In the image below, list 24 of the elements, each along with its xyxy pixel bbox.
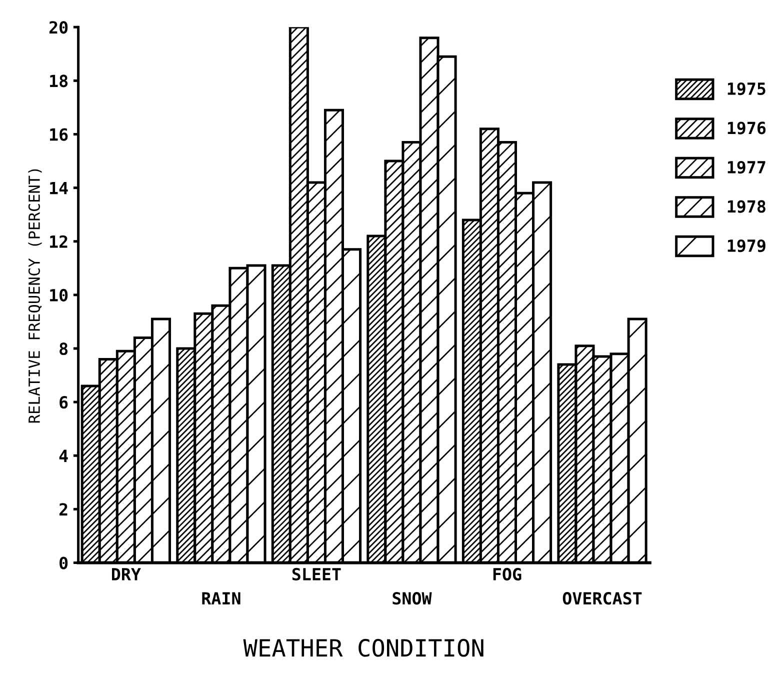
legend-label: 1975 (728, 82, 766, 96)
y-axis-title: RELATIVE FREQUENCY (PERCENT) (28, 169, 42, 423)
legend-label: 1979 (728, 240, 766, 252)
legend-label: 1976 (728, 122, 766, 134)
x-tick-label: FOG (493, 568, 522, 580)
legend-label: 1977 (728, 161, 766, 174)
x-tick-label: DRY (112, 568, 141, 580)
y-tick-label: 16 (50, 128, 68, 141)
x-axis-title: WEATHER CONDITION (243, 638, 484, 657)
y-tick-label: 20 (49, 21, 68, 34)
y-tick-label: 14 (50, 182, 68, 194)
y-tick-label: 10 (50, 288, 68, 302)
y-tick-label: 4 (59, 450, 68, 462)
x-tick-label: RAIN (202, 592, 240, 604)
y-tick-label: 8 (60, 342, 68, 356)
y-tick-label: 0 (60, 556, 68, 570)
legend-label: 1978 (728, 200, 766, 213)
x-tick-label: SLEET (292, 568, 341, 580)
x-tick-label: SNOW (392, 592, 432, 605)
y-tick-label: 2 (59, 503, 68, 516)
y-tick-label: 12 (50, 235, 68, 248)
y-tick-label: 6 (60, 396, 68, 409)
y-tick-label: 18 (50, 74, 68, 88)
x-tick-label: OVERCAST (562, 592, 642, 605)
